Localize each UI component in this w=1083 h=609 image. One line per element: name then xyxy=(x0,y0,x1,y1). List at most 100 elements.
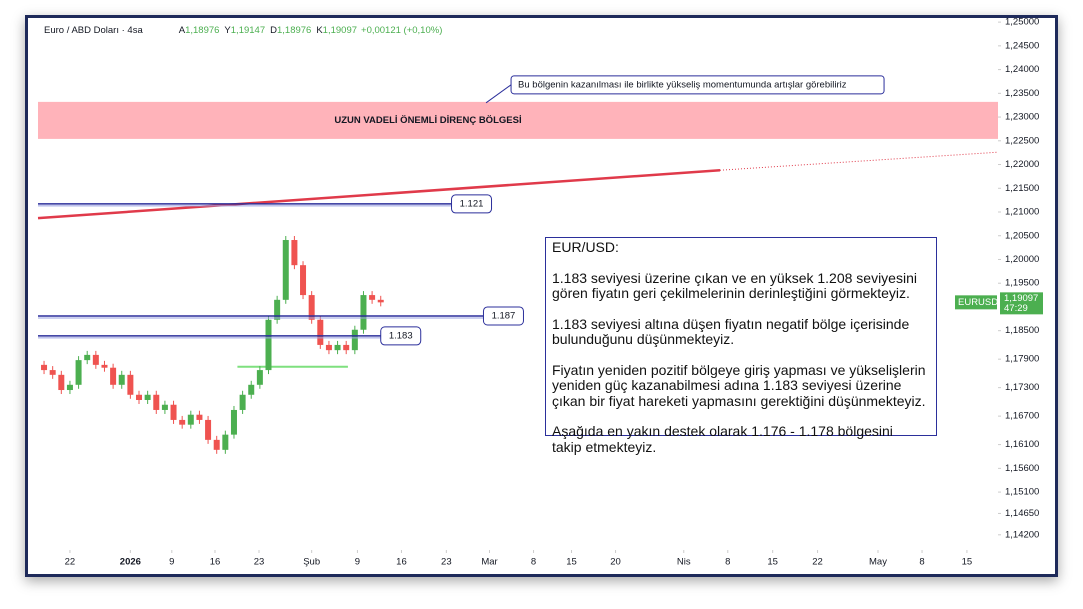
candle-body xyxy=(325,344,332,351)
candle-body xyxy=(170,404,177,420)
note-line: takip etmekteyiz. xyxy=(552,438,657,455)
note-line: Fiyatın yeniden pozitif bölgeye giriş ya… xyxy=(552,361,926,378)
y-tick-label: 1,23000 xyxy=(1005,112,1039,123)
candle-body xyxy=(179,419,186,425)
candle-body xyxy=(369,295,376,300)
ohlc-value: 1,19097 xyxy=(323,25,357,36)
candle-body xyxy=(75,360,82,385)
candle-body xyxy=(110,367,117,385)
y-tick-label: 1,23500 xyxy=(1005,88,1039,99)
callout-box xyxy=(510,75,885,95)
ohlc-key: Y xyxy=(224,25,231,36)
y-tick-label: 1,25000 xyxy=(1005,17,1039,28)
note-title: EUR/USD: xyxy=(552,239,619,255)
x-tick-label: 23 xyxy=(254,557,265,568)
y-tick-label: 1,24500 xyxy=(1005,40,1039,51)
candle-body xyxy=(291,240,298,266)
candle-body xyxy=(49,370,56,375)
y-tick-label: 1,18500 xyxy=(1005,325,1039,336)
y-tick-label: 1,21500 xyxy=(1005,183,1039,194)
x-tick-label: 22 xyxy=(65,557,76,568)
callout-text: Bu bölgenin kazanılması ile birlikte yük… xyxy=(518,79,847,90)
candle-body xyxy=(230,409,237,435)
candle-body xyxy=(92,354,99,365)
candle-body xyxy=(256,370,263,385)
y-tick-label: 1,20500 xyxy=(1005,230,1039,241)
y-tick-label: 1,20000 xyxy=(1005,254,1039,265)
candle-body xyxy=(239,394,246,410)
candle-body xyxy=(136,394,143,400)
candle-body xyxy=(248,384,255,395)
ohlc-value: 1,19147 xyxy=(231,25,265,36)
note-line: gören fiyatın geri çekilmelerinin derinl… xyxy=(552,285,910,301)
price-tag-price: 1,19097 xyxy=(1004,293,1038,304)
y-tick-label: 1,14650 xyxy=(1005,508,1039,519)
y-tick-label: 1,15600 xyxy=(1005,463,1039,474)
ohlc-value: 1,18976 xyxy=(277,25,311,36)
price-tag-box xyxy=(1000,292,1043,315)
zone-label: UZUN VADELİ ÖNEMLİ DİRENÇ BÖLGESİ xyxy=(334,115,521,126)
trendline xyxy=(37,168,721,220)
change: +0,00121 (+0,10%) xyxy=(361,25,442,36)
candle-body xyxy=(222,434,229,450)
callout-pointer xyxy=(485,84,512,104)
ohlc-key: D xyxy=(270,25,277,36)
price-tag-symbol: EURUSD xyxy=(958,297,998,308)
y-tick-label: 1,21000 xyxy=(1005,207,1039,218)
candle-body xyxy=(265,319,272,371)
x-tick-label: 23 xyxy=(441,557,452,568)
x-tick-label: 9 xyxy=(355,557,360,568)
candle-body xyxy=(58,374,65,391)
candle-body xyxy=(118,374,125,385)
x-tick-label: Mar xyxy=(481,557,497,568)
x-tick-label: 16 xyxy=(210,557,221,568)
x-tick-label: 8 xyxy=(919,557,924,568)
x-tick-label: Nis xyxy=(677,557,691,568)
trendline xyxy=(719,151,999,171)
candle-body xyxy=(41,364,48,371)
note-line: bulunduğunu düşünmekteyiz. xyxy=(552,331,735,347)
level-box xyxy=(451,194,493,214)
candle-body xyxy=(351,329,358,351)
candle-body xyxy=(153,394,160,410)
candle-body xyxy=(66,384,73,391)
x-tick-label: 15 xyxy=(566,557,577,568)
candle-body xyxy=(343,344,350,351)
ohlc-key: A xyxy=(179,25,186,36)
y-tick-label: 1,19500 xyxy=(1005,278,1039,289)
candle-body xyxy=(360,295,367,330)
chart-header: Euro / ABD Doları · 4sa A 1,18976 Y1,19147 D… xyxy=(44,25,442,36)
resistance-zone xyxy=(38,101,998,139)
y-tick-label: 1,17300 xyxy=(1005,382,1039,393)
level-box xyxy=(482,306,524,326)
note-paragraph: Aşağıda en yakın destek olarak 1.176 - 1… xyxy=(552,423,930,455)
candle-body xyxy=(84,354,91,361)
candle-body xyxy=(300,265,307,296)
x-tick-label: 15 xyxy=(962,557,973,568)
candle-body xyxy=(196,414,203,420)
y-tick-label: 1,24000 xyxy=(1005,64,1039,75)
price-tag-countdown: 47:29 xyxy=(1004,303,1028,314)
note-paragraph: 1.183 seviyesi altına düşen fiyatın nega… xyxy=(552,315,930,348)
candle-body xyxy=(127,374,134,395)
level-label: 1.183 xyxy=(389,330,413,341)
y-tick-label: 1,22000 xyxy=(1005,159,1039,170)
price-tag-symbol-box xyxy=(955,295,997,310)
note-line: 1.183 seviyesi üzerine çıkan ve en yükse… xyxy=(552,269,917,286)
candle-body xyxy=(161,404,168,410)
x-tick-label: 20 xyxy=(610,557,621,568)
candle-body xyxy=(274,299,281,320)
x-tick-label: May xyxy=(869,557,887,568)
x-tick-label: Şub xyxy=(303,557,320,568)
y-tick-label: 1,22500 xyxy=(1005,135,1039,146)
symbol: Euro / ABD Doları · 4sa xyxy=(44,25,143,36)
y-tick-label: 1,16700 xyxy=(1005,411,1039,422)
note-line: 1.183 seviyesi altına düşen fiyatın nega… xyxy=(552,315,910,332)
level-box xyxy=(380,326,422,346)
level-label: 1.121 xyxy=(460,198,484,209)
candle-body xyxy=(187,414,194,425)
y-tick-label: 1,17900 xyxy=(1005,354,1039,365)
candle-body xyxy=(282,240,289,300)
candle-body xyxy=(317,319,324,345)
analysis-note: EUR/USD: 1.183 seviyesi üzerine çıkan ve … xyxy=(545,237,937,454)
